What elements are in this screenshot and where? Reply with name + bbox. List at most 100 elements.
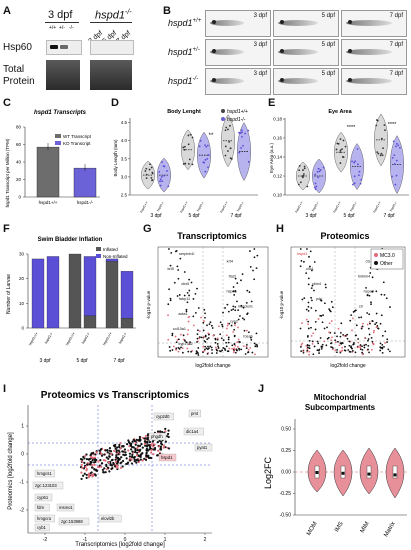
data-point — [183, 294, 186, 297]
data-point — [167, 435, 170, 439]
data-point — [95, 468, 98, 471]
data-point — [353, 182, 356, 185]
transcripts-bar-chart: hspd1 Transcripts hspd1 Transcript per M… — [5, 110, 100, 207]
data-point — [359, 348, 362, 351]
data-point — [337, 340, 339, 343]
bar-inflated — [68, 253, 82, 329]
data-point — [119, 447, 123, 450]
data-point — [108, 452, 111, 455]
data-point — [309, 265, 311, 268]
data-point — [306, 349, 309, 352]
panel-letter-f: F — [3, 223, 10, 235]
data-point — [91, 459, 94, 462]
data-point — [200, 336, 203, 339]
data-point — [116, 461, 119, 464]
data-point — [173, 281, 176, 284]
data-point — [307, 277, 310, 280]
data-point — [187, 329, 190, 331]
gene-label: cbln4 — [312, 282, 321, 286]
larva-image: 3 dpf — [205, 68, 271, 95]
data-point — [361, 325, 364, 328]
data-point — [223, 347, 226, 350]
data-point — [380, 293, 383, 296]
data-point — [249, 250, 251, 252]
data-point — [229, 147, 232, 150]
data-point — [138, 444, 142, 447]
data-point — [156, 441, 159, 444]
data-point — [200, 316, 202, 319]
data-point — [103, 467, 106, 470]
box — [366, 465, 372, 479]
data-point — [360, 178, 363, 181]
gene-label-box — [34, 493, 53, 502]
data-point — [204, 144, 206, 147]
data-point — [363, 346, 366, 349]
data-point — [367, 339, 369, 342]
data-point — [111, 458, 114, 461]
chart-title: Proteomics vs Transcriptomics — [41, 390, 190, 401]
data-point — [130, 448, 133, 451]
data-point — [85, 468, 88, 471]
data-point — [206, 324, 208, 327]
data-point — [240, 348, 243, 351]
data-point — [209, 321, 212, 324]
data-point — [314, 182, 317, 185]
data-point — [306, 344, 309, 347]
data-point — [372, 331, 375, 334]
data-point — [188, 315, 191, 318]
data-point — [112, 462, 116, 466]
data-point — [334, 339, 337, 342]
data-point — [177, 269, 180, 271]
data-point — [361, 351, 363, 354]
data-point — [253, 278, 256, 281]
gene-label: cyb1 — [37, 525, 47, 530]
y-tick-label: 60 — [16, 142, 22, 147]
data-point — [253, 248, 256, 250]
data-point — [164, 427, 167, 430]
gene-label: fosab — [243, 335, 252, 339]
data-point — [240, 304, 243, 307]
data-point — [128, 452, 132, 455]
data-point — [198, 330, 201, 333]
data-point — [370, 303, 372, 306]
data-point — [101, 468, 104, 472]
data-point — [96, 465, 100, 468]
data-point — [133, 460, 136, 463]
data-point — [116, 466, 119, 469]
data-point — [348, 344, 351, 347]
gene-label: cyp2d0 — [156, 414, 170, 419]
panel-letter-e: E — [268, 97, 276, 109]
data-point — [325, 344, 328, 347]
data-point — [326, 337, 329, 340]
data-point — [237, 326, 239, 329]
gene-label: dic1a4 — [186, 429, 199, 434]
data-point — [136, 448, 139, 452]
data-point — [376, 151, 379, 153]
legend-swatch-wt — [55, 134, 61, 138]
data-point — [317, 318, 320, 320]
bar — [73, 167, 97, 198]
data-point — [307, 309, 310, 312]
panel-letter-d: D — [111, 97, 119, 109]
larva-age-label: 7 dpf — [389, 13, 403, 19]
data-point — [113, 465, 117, 468]
data-point — [135, 461, 138, 464]
data-point — [153, 443, 156, 446]
data-point — [380, 314, 383, 317]
data-point — [180, 346, 182, 349]
data-point — [368, 294, 371, 297]
data-point — [171, 334, 174, 337]
data-point — [119, 461, 122, 465]
data-point — [92, 451, 95, 454]
data-point — [85, 473, 88, 477]
data-point — [302, 173, 305, 175]
data-point — [131, 453, 134, 456]
data-point — [163, 174, 165, 177]
data-point — [306, 248, 308, 250]
data-point — [171, 332, 174, 335]
data-point — [313, 261, 316, 263]
data-point — [349, 350, 352, 353]
median-marker — [393, 473, 397, 477]
gene-label: serpinb1l — [179, 252, 195, 256]
data-point — [238, 131, 240, 134]
